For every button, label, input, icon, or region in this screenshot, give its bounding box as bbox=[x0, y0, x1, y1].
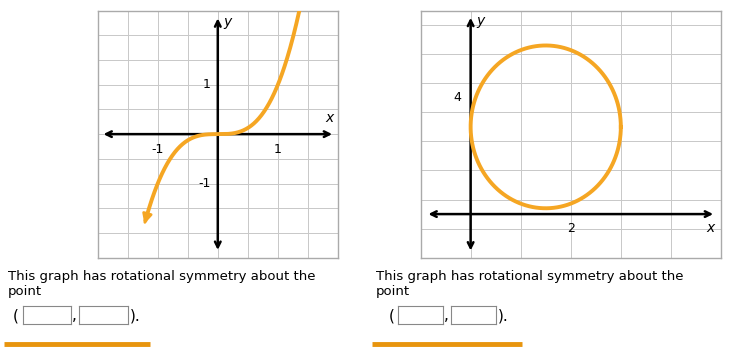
Text: 1: 1 bbox=[203, 78, 210, 91]
Text: x: x bbox=[325, 111, 333, 125]
Text: This graph has rotational symmetry about the
point: This graph has rotational symmetry about… bbox=[8, 270, 315, 298]
Text: x: x bbox=[707, 221, 715, 235]
Text: 1: 1 bbox=[274, 143, 282, 156]
Text: This graph has rotational symmetry about the
point: This graph has rotational symmetry about… bbox=[376, 270, 683, 298]
Text: (: ( bbox=[13, 309, 19, 323]
Text: ).: ). bbox=[498, 309, 508, 323]
Text: -1: -1 bbox=[152, 143, 164, 156]
Text: 2: 2 bbox=[567, 222, 575, 235]
Text: ).: ). bbox=[130, 309, 140, 323]
Text: 4: 4 bbox=[454, 91, 462, 104]
Text: ,: , bbox=[72, 309, 77, 323]
Text: y: y bbox=[477, 14, 485, 28]
Text: ,: , bbox=[444, 309, 448, 323]
Text: y: y bbox=[223, 14, 231, 29]
Text: (: ( bbox=[388, 309, 394, 323]
Text: -1: -1 bbox=[198, 177, 210, 190]
